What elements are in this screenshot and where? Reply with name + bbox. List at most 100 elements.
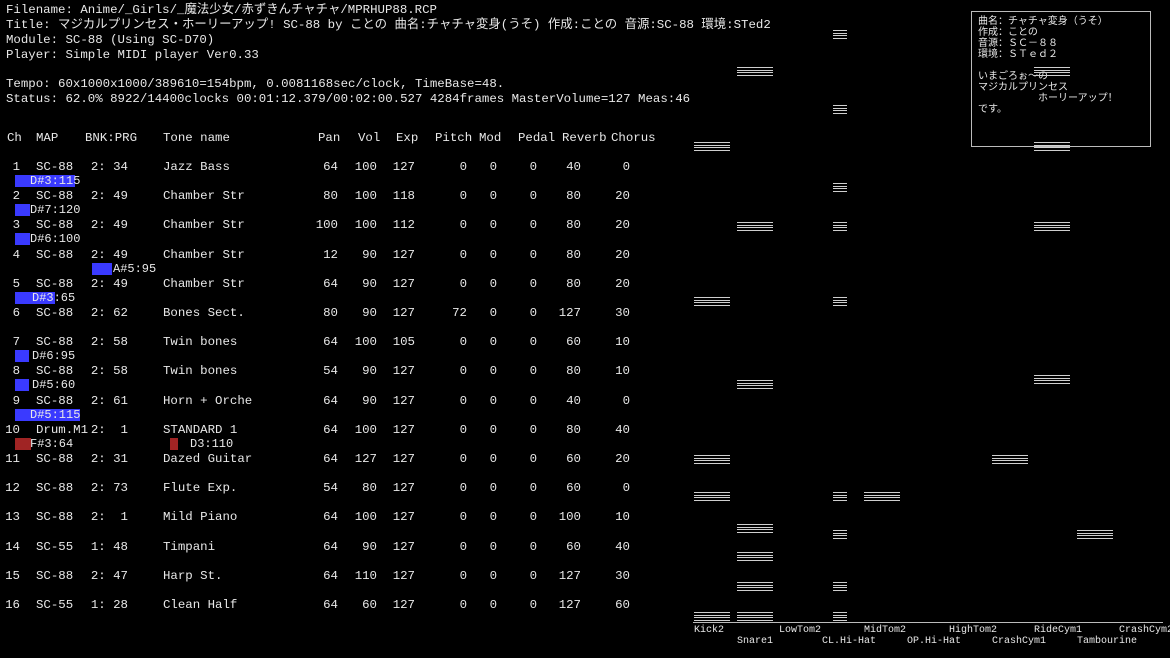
column-header-chorus: Chorus [611, 131, 656, 145]
note-label: D#6:100 [30, 232, 81, 247]
cell-chorus: 0 [622, 160, 630, 174]
cell-ch: 1 [12, 160, 20, 174]
cell-pan: 64 [323, 539, 338, 554]
drum-hit-mark [737, 74, 773, 76]
drum-hit-mark [1034, 147, 1070, 148]
drum-hit-mark [737, 72, 773, 73]
cell-tone: Chamber Str [163, 218, 245, 233]
drum-hit-mark [992, 462, 1028, 464]
cell-map: SC-88 [36, 276, 74, 291]
drum-hit-mark [737, 526, 773, 528]
cell-pitch: 0 [459, 422, 467, 437]
cell-pedal: 0 [529, 218, 537, 233]
drum-hit-mark [1034, 375, 1070, 376]
cell-map: SC-88 [36, 568, 74, 583]
cell-ch: 7 [12, 335, 20, 350]
cell-pitch: 0 [459, 452, 467, 466]
drum-hit-mark [833, 532, 847, 534]
cell-prg: 2: 49 [90, 218, 128, 233]
cell-chorus: 20 [615, 276, 630, 291]
cell-chorus: 10 [615, 364, 630, 379]
cell-vol: 110 [354, 568, 377, 583]
cell-pan: 54 [323, 481, 338, 496]
drum-hit-mark [1034, 69, 1070, 71]
cell-reverb: 80 [566, 189, 581, 204]
song-info-box: 曲名：チャチャ変身（うそ） 作成：ことの 音源：ＳＣ－８８ 環境：ＳＴｅｄ２ い… [971, 11, 1151, 147]
cell-map: SC-55 [36, 539, 74, 554]
cell-tone: Dazed Guitar [163, 452, 253, 466]
drum-hit-mark [694, 297, 730, 298]
drum-hit-mark [992, 457, 1028, 459]
cell-vol: 100 [354, 510, 377, 525]
drum-hit-mark [833, 222, 847, 223]
cell-reverb: 127 [558, 598, 581, 612]
cell-exp: 127 [392, 364, 415, 379]
cell-mod: 0 [489, 364, 497, 379]
cell-vol: 90 [362, 364, 377, 379]
drum-hit-mark [737, 524, 773, 525]
drum-hit-mark [833, 112, 847, 114]
cell-pitch: 0 [459, 510, 467, 525]
cell-pedal: 0 [529, 568, 537, 583]
cell-pedal: 0 [529, 422, 537, 437]
drum-hit-mark [864, 497, 900, 498]
cell-exp: 127 [392, 452, 415, 466]
cell-pitch: 0 [459, 598, 467, 612]
cell-mod: 0 [489, 422, 497, 437]
cell-chorus: 20 [615, 247, 630, 262]
note-velocity-bar [15, 408, 80, 421]
drum-label-lowtom2: LowTom2 [779, 625, 822, 636]
column-header-pan: Pan [318, 131, 341, 145]
cell-pedal: 0 [529, 510, 537, 525]
status-line: Status: 62.0% 8922/14400clocks 00:01:12.… [6, 92, 691, 106]
drum-hit-mark [833, 535, 847, 536]
cell-chorus: 0 [622, 393, 630, 408]
cell-mod: 0 [489, 247, 497, 262]
drum-hit-mark [992, 460, 1028, 461]
cell-mod: 0 [489, 510, 497, 525]
cell-mod: 0 [489, 306, 497, 320]
drum-hit-mark [694, 617, 730, 618]
drum-hit-mark [833, 110, 847, 111]
drum-hit-mark [833, 492, 847, 493]
drum-hit-mark [864, 494, 900, 496]
player-line: Player: Simple MIDI player Ver0.33 [6, 48, 259, 62]
cell-exp: 127 [392, 276, 415, 291]
cell-map: SC-88 [36, 364, 74, 379]
cell-pitch: 0 [459, 160, 467, 174]
cell-chorus: 60 [615, 598, 630, 612]
drum-hit-mark [737, 617, 773, 618]
cell-tone: Jazz Bass [163, 160, 230, 174]
drum-hit-mark [833, 30, 847, 31]
cell-reverb: 80 [566, 247, 581, 262]
cell-mod: 0 [489, 335, 497, 350]
cell-reverb: 60 [566, 335, 581, 350]
drum-hit-mark [694, 142, 730, 143]
cell-exp: 127 [392, 247, 415, 262]
note-velocity-bar [15, 437, 31, 450]
cell-prg: 2: 49 [90, 189, 128, 204]
drum-hit-mark [737, 554, 773, 556]
cell-ch: 12 [5, 481, 20, 496]
cell-map: SC-88 [36, 160, 74, 174]
drum-hit-mark [694, 497, 730, 498]
drum-hit-mark [1034, 144, 1070, 146]
drum-hit-mark [1077, 532, 1113, 534]
cell-vol: 100 [354, 189, 377, 204]
cell-pitch: 0 [459, 364, 467, 379]
cell-prg: 2: 1 [90, 510, 128, 525]
note-velocity-bar [15, 291, 55, 304]
cell-exp: 127 [392, 510, 415, 525]
cell-prg: 2: 73 [90, 481, 128, 496]
drum-label-cl-hi-hat: CL.Hi-Hat [822, 636, 877, 647]
cell-mod: 0 [489, 160, 497, 174]
cell-ch: 6 [12, 306, 20, 320]
cell-chorus: 40 [615, 422, 630, 437]
drum-hit-mark [737, 380, 773, 381]
note-velocity-bar [92, 262, 112, 275]
drum-hit-mark [833, 107, 847, 109]
cell-pan: 64 [323, 510, 338, 525]
cell-prg: 2: 62 [90, 306, 128, 320]
drum-hit-mark [1034, 380, 1070, 381]
drum-hit-mark [1034, 224, 1070, 226]
